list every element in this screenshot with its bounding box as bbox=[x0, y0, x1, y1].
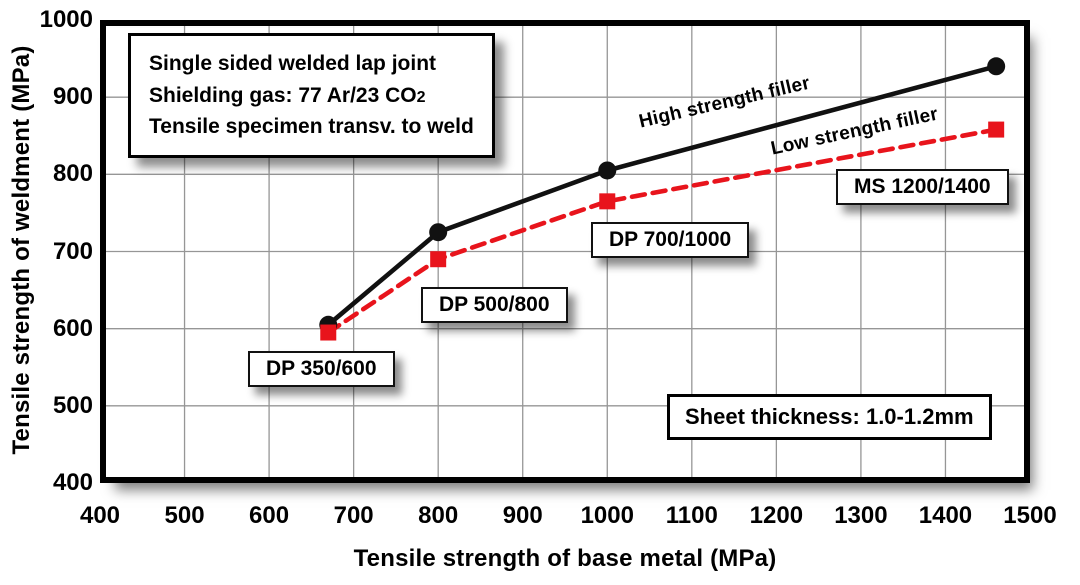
high-strength-filler-marker bbox=[987, 57, 1006, 76]
x-tick-label: 1500 bbox=[1003, 502, 1057, 529]
plot-frame bbox=[100, 20, 1030, 483]
x-tick-label: 500 bbox=[164, 502, 205, 529]
point-label-ms-1200-1400: MS 1200/1400 bbox=[836, 169, 1009, 205]
point-label-dp-350-600: DP 350/600 bbox=[248, 351, 395, 387]
x-tick-label: 400 bbox=[79, 502, 121, 529]
conditions-annotation-box: Single sided welded lap joint Shielding … bbox=[128, 33, 495, 158]
x-tick-label: 600 bbox=[249, 502, 290, 529]
y-tick-label: 400 bbox=[52, 469, 93, 496]
y-tick-label: 900 bbox=[52, 83, 93, 111]
x-tick-label: 1200 bbox=[749, 502, 804, 529]
annotation-line-2: Shielding gas: 77 Ar/23 CO2 bbox=[149, 83, 426, 107]
high-strength-filler-marker bbox=[429, 223, 448, 242]
x-tick-label: 700 bbox=[333, 502, 374, 529]
y-tick-label: 500 bbox=[52, 391, 93, 419]
x-axis-title: Tensile strength of base metal (MPa) bbox=[353, 545, 777, 572]
x-tick-label: 1100 bbox=[665, 502, 718, 529]
high-strength-filler-line bbox=[325, 63, 999, 328]
point-label-dp-500-800: DP 500/800 bbox=[421, 287, 568, 323]
point-label-dp-700-1000: DP 700/1000 bbox=[591, 222, 750, 258]
low-strength-filler-marker bbox=[430, 251, 447, 268]
annotation-line-1: Single sided welded lap joint bbox=[149, 52, 437, 75]
low-strength-filler-line bbox=[325, 127, 999, 335]
y-tick-label: 700 bbox=[52, 237, 93, 265]
sheet-thickness-note-box: Sheet thickness: 1.0-1.2mm bbox=[667, 394, 992, 440]
low-strength-filler-marker bbox=[320, 324, 337, 341]
y-axis-title: Tensile strength of weldment (MPa) bbox=[8, 45, 35, 455]
y-tick-label: 600 bbox=[52, 314, 93, 342]
y-tick-label: 1000 bbox=[39, 6, 93, 33]
y-tick-label: 800 bbox=[52, 160, 93, 188]
x-tick-label: 1300 bbox=[834, 502, 888, 529]
x-tick-label: 1000 bbox=[580, 502, 634, 529]
high-strength-filler-marker bbox=[598, 161, 617, 180]
annotation-line-3: Tensile specimen transv. to weld bbox=[149, 115, 474, 138]
x-tick-label: 900 bbox=[502, 502, 543, 529]
x-tick-label: 800 bbox=[418, 502, 459, 529]
low-strength-filler-marker bbox=[599, 193, 616, 210]
co2-subscript: 2 bbox=[416, 88, 426, 106]
x-tick-label: 1400 bbox=[918, 502, 973, 529]
low-strength-filler-marker bbox=[988, 121, 1005, 138]
